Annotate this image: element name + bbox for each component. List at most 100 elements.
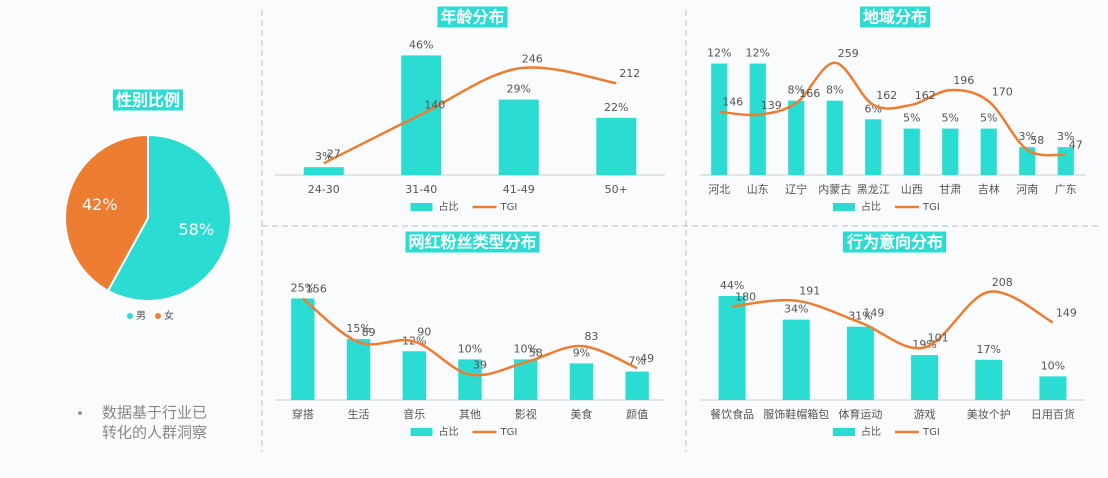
x-tick-label: 广东 — [1055, 183, 1077, 196]
line-value-label: 89 — [362, 326, 376, 339]
line-value-label: 196 — [953, 74, 974, 87]
bar — [303, 167, 344, 175]
line-value-label: 212 — [619, 67, 640, 80]
bar-value-label: 7% — [628, 355, 645, 368]
x-tick-label: 31-40 — [405, 183, 437, 196]
x-tick-label: 山东 — [747, 183, 769, 196]
line-value-label: 156 — [306, 283, 327, 296]
bar — [402, 351, 426, 400]
tgi-line — [731, 290, 1054, 350]
bar-value-label: 3% — [1019, 130, 1036, 143]
legend-marker — [410, 203, 433, 211]
x-tick-label: 体育运动 — [838, 407, 882, 421]
x-tick-label: 其他 — [459, 408, 481, 421]
title-box — [842, 231, 947, 253]
bar-value-label: 22% — [604, 101, 628, 114]
bar-value-label: 25% — [291, 281, 315, 294]
x-tick-label: 颜值 — [626, 408, 648, 421]
line-value-label: 139 — [761, 99, 782, 112]
x-tick-label: 河北 — [708, 183, 730, 196]
bar-value-label: 17% — [977, 343, 1001, 356]
x-tick-label: 美妆个护 — [967, 407, 1011, 421]
note-line: 转化的人群洞察 — [102, 424, 207, 442]
legend-marker — [833, 428, 855, 436]
legend-label: TGI — [922, 202, 940, 213]
bar-value-label: 12% — [707, 47, 731, 60]
bar — [514, 359, 538, 400]
line-value-label: 49 — [640, 352, 654, 365]
bar-value-label: 12% — [746, 47, 770, 60]
bar-value-label: 15% — [346, 322, 370, 335]
line-value-label: 191 — [799, 285, 820, 298]
line-value-label: 149 — [863, 307, 884, 320]
legend-label: 占比 — [861, 200, 881, 213]
title-box — [405, 231, 540, 253]
line-value-label: 162 — [915, 89, 936, 102]
legend-marker — [127, 313, 133, 319]
title-box — [437, 6, 508, 28]
line-value-label: 259 — [838, 47, 859, 60]
x-tick-label: 山西 — [901, 183, 923, 196]
bar-value-label: 10% — [513, 342, 537, 355]
line-value-label: 208 — [992, 276, 1013, 289]
line-value-label: 58 — [1030, 134, 1044, 147]
bar-value-label: 5% — [942, 112, 959, 125]
line-value-label: 162 — [876, 89, 897, 102]
legend-label: 男 — [136, 310, 146, 322]
slice-label: 42% — [82, 195, 118, 214]
tgi-line — [302, 297, 638, 377]
bar-value-label: 46% — [409, 38, 433, 51]
pie-slice — [64, 133, 149, 293]
line-value-label: 90 — [417, 326, 431, 339]
tgi-line — [323, 66, 617, 165]
bar — [903, 128, 920, 175]
x-tick-label: 41-49 — [503, 183, 535, 196]
legend-label: 占比 — [861, 425, 881, 438]
title-box — [112, 89, 184, 111]
bar — [846, 326, 874, 400]
bar — [942, 128, 959, 175]
legend-label: 女 — [164, 309, 174, 322]
bar — [980, 128, 997, 175]
line-value-label: 246 — [522, 52, 543, 65]
line-value-label: 180 — [735, 290, 756, 303]
legend-label: TGI — [500, 427, 518, 438]
bar — [749, 63, 766, 176]
bar — [569, 363, 594, 400]
chart-title: 网红粉丝类型分布 — [408, 233, 536, 252]
x-tick-label: 服饰鞋帽箱包 — [763, 407, 829, 421]
bar-value-label: 8% — [826, 84, 843, 97]
x-tick-label: 河南 — [1016, 183, 1038, 196]
bar-value-label: 29% — [507, 83, 531, 96]
bar — [346, 339, 371, 400]
bar-value-label: 3% — [1057, 130, 1074, 143]
bar-value-label: 10% — [458, 342, 482, 355]
line-value-label: 140 — [424, 98, 445, 111]
bar-value-label: 8% — [788, 84, 805, 97]
bar — [788, 100, 805, 175]
legend-label: 占比 — [439, 200, 459, 213]
bar — [711, 63, 728, 176]
x-tick-label: 游戏 — [914, 408, 936, 421]
title-box — [859, 6, 931, 28]
bar — [1019, 147, 1036, 175]
x-tick-label: 24-30 — [308, 183, 340, 196]
line-value-label: 83 — [584, 330, 598, 343]
x-tick-label: 吉林 — [978, 182, 1000, 196]
x-tick-label: 穿搭 — [292, 407, 314, 421]
bar — [1039, 376, 1067, 400]
bar — [291, 298, 315, 400]
x-tick-label: 音乐 — [403, 407, 425, 421]
chart-title: 性别比例 — [116, 91, 180, 110]
line-value-label: 166 — [799, 87, 820, 100]
chart-title: 年龄分布 — [440, 8, 504, 27]
x-tick-label: 生活 — [348, 407, 370, 421]
bar-value-label: 9% — [573, 346, 590, 359]
bar-value-label: 5% — [980, 112, 997, 125]
bar — [625, 371, 649, 400]
x-tick-label: 甘肃 — [939, 183, 961, 196]
legend-marker — [155, 313, 161, 319]
note-line: 数据基于行业已 — [102, 404, 207, 422]
